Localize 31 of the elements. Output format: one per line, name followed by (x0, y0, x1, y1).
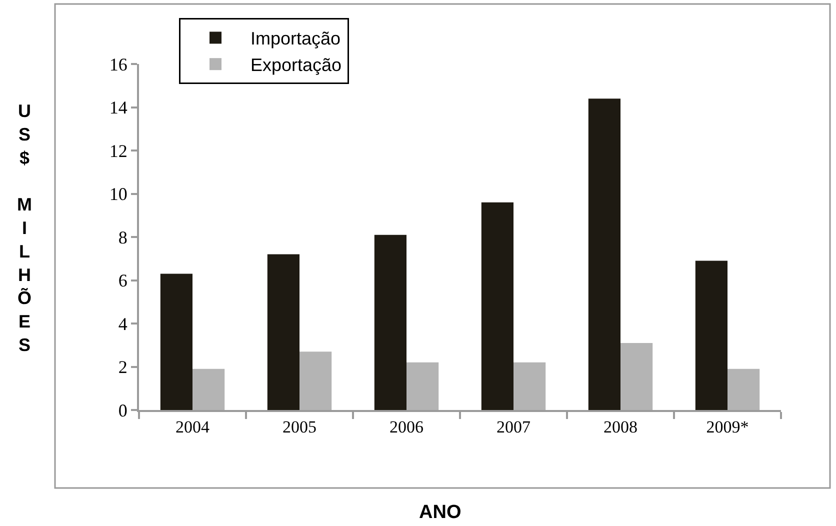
bar (728, 368, 760, 410)
x-tick-label: 2007 (496, 417, 531, 436)
y-tick-label: 8 (118, 227, 128, 248)
legend-label: Importação (250, 28, 341, 49)
x-tick-label: 2006 (390, 417, 424, 436)
bar (374, 234, 406, 410)
y-tick-label: 14 (109, 98, 128, 118)
x-tick-label: 2008 (604, 417, 638, 436)
x-tick-label: 2009* (706, 417, 749, 436)
y-tick-label: 12 (109, 140, 128, 161)
bar (481, 202, 514, 410)
legend-label: Exportação (250, 55, 342, 76)
y-tick-label: 0 (118, 400, 128, 420)
bar (300, 352, 332, 410)
text: US$ MILHÕES (17, 101, 32, 355)
bar (267, 254, 300, 410)
x-axis-title: ANO (419, 502, 462, 523)
y-tick-label: 4 (118, 314, 128, 334)
bar (620, 342, 653, 410)
x-tick-label: 2005 (282, 417, 316, 436)
y-tick-label: 6 (118, 270, 128, 291)
bar (695, 260, 728, 410)
bar (514, 362, 546, 410)
bar (160, 274, 192, 410)
y-tick-label: 10 (109, 184, 128, 204)
bar (406, 362, 439, 410)
bar (588, 98, 620, 410)
y-tick-label: 16 (109, 54, 128, 74)
bar (192, 368, 225, 410)
y-tick-label: 2 (118, 357, 128, 378)
x-tick-label: 2004 (176, 417, 210, 436)
